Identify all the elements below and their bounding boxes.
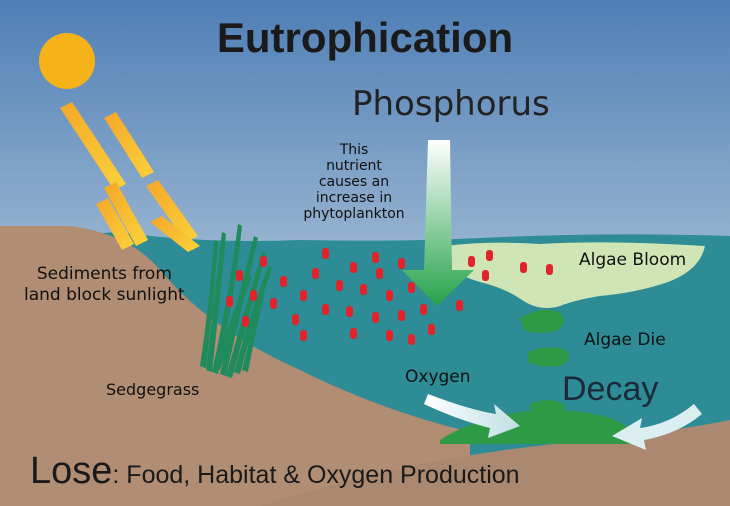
page-title: Eutrophication <box>216 14 514 61</box>
sunlight-rays-icon <box>60 102 200 252</box>
algae-bloom-mat <box>432 242 705 308</box>
sedgegrass-label: Sedgegrass <box>106 380 200 399</box>
phosphorus-arrow-icon <box>402 140 474 306</box>
phosphorus-label: Phosphorus <box>352 84 550 124</box>
sun-icon <box>39 33 95 89</box>
lose-items: : Food, Habitat & Oxygen Production <box>112 461 520 489</box>
algae-die-clump <box>528 347 569 367</box>
lose-word: Lose <box>30 450 113 492</box>
oxygen-arrow-icon <box>612 404 702 450</box>
decay-label: Decay <box>562 370 659 408</box>
phytoplankton-dots <box>226 248 553 345</box>
sediments-label: Sediments from land block sunlight <box>24 264 185 305</box>
oxygen-label: Oxygen <box>405 367 471 387</box>
oxygen-arrow-icon <box>424 394 520 438</box>
algae-die-clump <box>520 310 564 333</box>
nutrient-note-label: This nutrient causes an increase in phyt… <box>303 142 405 222</box>
algae-die-label: Algae Die <box>584 330 666 350</box>
algae-bloom-label: Algae Bloom <box>579 250 687 270</box>
lose-caption: Lose: Food, Habitat & Oxygen Production <box>30 450 520 493</box>
